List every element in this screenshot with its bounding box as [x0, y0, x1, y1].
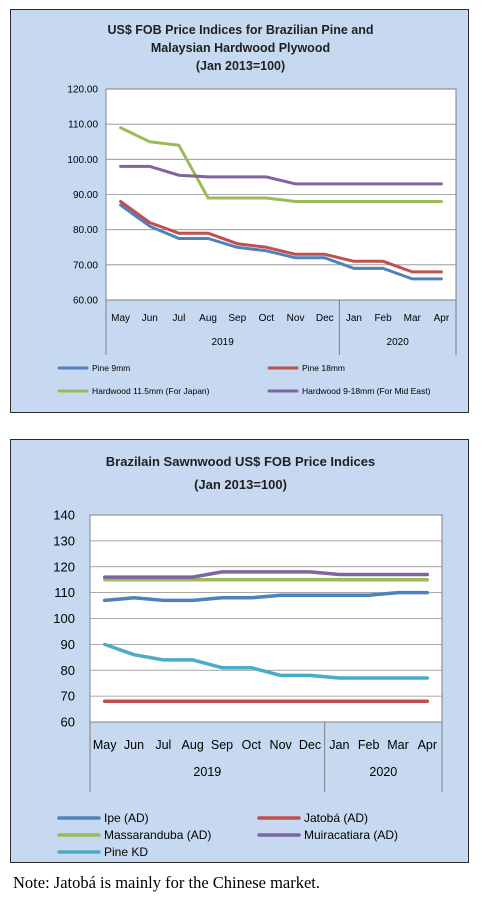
y-tick-label: 120 [53, 559, 75, 574]
x-tick-label: Nov [270, 738, 293, 752]
y-tick-label: 100.00 [67, 155, 98, 166]
x-tick-label: Sep [228, 313, 246, 324]
plywood-chart-panel: US$ FOB Price Indices for Brazilian Pine… [10, 9, 469, 413]
legend-label: Ipe (AD) [104, 811, 149, 825]
x-tick-label: Apr [418, 738, 437, 752]
sawnwood-chart-panel: Brazilain Sawnwood US$ FOB Price Indices… [10, 439, 469, 863]
y-tick-label: 60 [61, 715, 75, 730]
x-group-label: 2019 [212, 337, 235, 348]
y-tick-label: 90.00 [73, 190, 98, 201]
x-tick-label: Apr [434, 313, 450, 324]
x-tick-label: Sep [211, 738, 233, 752]
y-tick-label: 80.00 [73, 225, 98, 236]
x-tick-label: Jan [346, 313, 362, 324]
x-tick-label: Mar [404, 313, 422, 324]
series-line [102, 642, 430, 680]
x-tick-label: Aug [199, 313, 217, 324]
x-tick-label: Jun [142, 313, 158, 324]
plywood-chart: US$ FOB Price Indices for Brazilian Pine… [57, 23, 457, 396]
legend-label: Pine KD [104, 845, 148, 859]
legend-label: Pine 9mm [92, 363, 130, 373]
x-tick-label: Feb [358, 738, 380, 752]
x-tick-label: Jun [124, 738, 144, 752]
y-tick-label: 90 [61, 637, 75, 652]
chart-title-line: Brazilain Sawnwood US$ FOB Price Indices [106, 454, 375, 469]
y-tick-label: 70 [61, 689, 75, 704]
series-line [102, 570, 430, 579]
x-tick-label: May [93, 738, 117, 752]
y-tick-label: 100 [53, 611, 75, 626]
chart-title-line: (Jan 2013=100) [196, 59, 285, 73]
legend-label: Pine 18mm [302, 363, 345, 373]
x-group-label: 2020 [369, 765, 397, 779]
y-tick-label: 110 [54, 585, 75, 600]
x-tick-label: Aug [182, 738, 204, 752]
series-line [119, 164, 443, 186]
x-tick-label: Oct [242, 738, 262, 752]
x-group-label: 2019 [193, 765, 221, 779]
legend-label: Muiracatiara (AD) [304, 828, 398, 842]
sawnwood-chart: Brazilain Sawnwood US$ FOB Price Indices… [53, 454, 443, 859]
chart-title-line: US$ FOB Price Indices for Brazilian Pine… [107, 23, 373, 37]
x-tick-label: Nov [287, 313, 305, 324]
y-tick-label: 130 [53, 533, 75, 548]
legend-label: Massaranduba (AD) [104, 828, 211, 842]
x-tick-label: Jan [329, 738, 349, 752]
series-line [102, 590, 430, 603]
y-tick-label: 70.00 [73, 260, 98, 271]
x-tick-label: Mar [387, 738, 409, 752]
y-tick-label: 80 [61, 663, 75, 678]
y-tick-label: 120.00 [67, 85, 98, 96]
legend-label: Hardwood 9-18mm (For Mid East) [302, 386, 431, 396]
x-group-label: 2020 [387, 337, 410, 348]
y-tick-label: 110.00 [68, 120, 98, 131]
legend-label: Hardwood 11.5mm (For Japan) [92, 386, 210, 396]
footnote: Note: Jatobá is mainly for the Chinese m… [13, 873, 321, 892]
x-tick-label: Dec [316, 313, 334, 324]
legend-label: Jatobá (AD) [304, 811, 368, 825]
x-tick-label: Jul [173, 313, 186, 324]
chart-title-line: Malaysian Hardwood Plywood [151, 41, 330, 55]
series-line [119, 200, 443, 274]
series-line [119, 126, 443, 203]
y-tick-label: 140 [53, 508, 75, 523]
x-tick-label: May [111, 313, 130, 324]
x-tick-label: Oct [259, 313, 275, 324]
x-tick-label: Dec [299, 738, 321, 752]
series-line [119, 203, 443, 281]
x-tick-label: Jul [155, 738, 171, 752]
x-tick-label: Feb [374, 313, 392, 324]
chart-title-line: (Jan 2013=100) [194, 477, 287, 492]
y-tick-label: 60.00 [73, 296, 98, 307]
